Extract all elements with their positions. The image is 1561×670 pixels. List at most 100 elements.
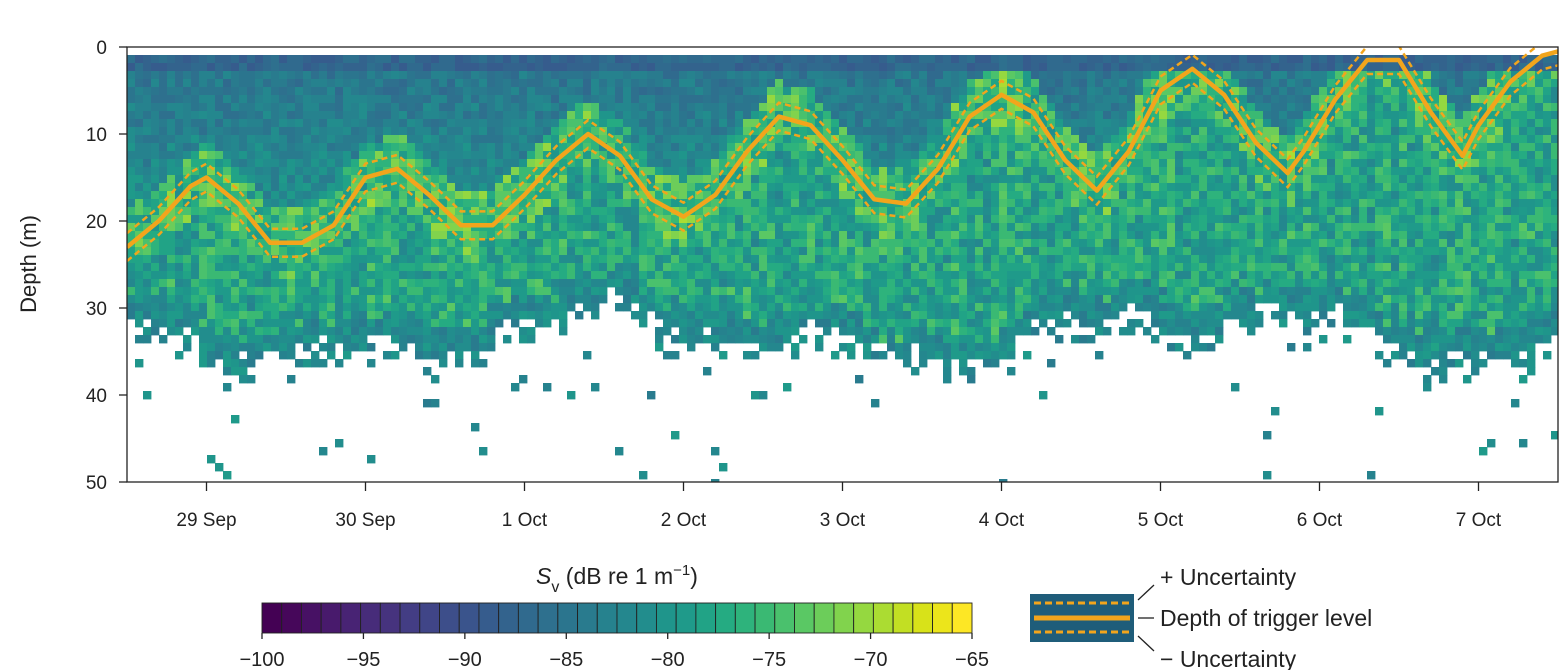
heat-cell [1039, 175, 1048, 184]
heat-cell [847, 111, 856, 120]
heat-cell [471, 143, 480, 152]
heat-cell [399, 127, 408, 136]
heat-cell [727, 215, 736, 224]
heat-cell [727, 271, 736, 280]
heat-cell [295, 159, 304, 168]
heat-cell [295, 303, 304, 312]
heat-cell [815, 287, 824, 296]
heat-cell [479, 151, 488, 160]
heat-cell [223, 287, 232, 296]
heat-cell [551, 87, 560, 96]
heat-cell [775, 135, 784, 144]
heat-cell [815, 183, 824, 192]
heat-cell [1127, 223, 1136, 232]
heat-cell [671, 279, 680, 288]
heat-cell [647, 263, 656, 272]
heat-cell [591, 79, 600, 88]
heat-cell [247, 199, 256, 208]
heat-cell [951, 295, 960, 304]
heat-cell [871, 295, 880, 304]
heat-cell [183, 239, 192, 248]
heat-cell [807, 71, 816, 80]
heat-cell [167, 207, 176, 216]
heat-cell [863, 351, 872, 360]
heat-cell [295, 215, 304, 224]
heat-cell [855, 71, 864, 80]
heat-cell [1119, 239, 1128, 248]
heat-cell [495, 103, 504, 112]
heat-cell [519, 119, 528, 128]
heat-cell [567, 263, 576, 272]
heat-cell [799, 95, 808, 104]
heat-cell [1183, 127, 1192, 136]
heat-cell [799, 79, 808, 88]
heat-cell [1007, 143, 1016, 152]
heat-cell [927, 135, 936, 144]
heat-cell [839, 103, 848, 112]
heat-cell [463, 303, 472, 312]
heat-cell [335, 255, 344, 264]
heat-cell [375, 223, 384, 232]
heat-cell [399, 319, 408, 328]
heat-cell [215, 215, 224, 224]
heat-cell [167, 111, 176, 120]
heat-cell [223, 247, 232, 256]
heat-cell [615, 111, 624, 120]
heat-cell [447, 199, 456, 208]
heat-cell [783, 151, 792, 160]
heat-cell [951, 279, 960, 288]
heat-cell [343, 175, 352, 184]
heat-cell [135, 143, 144, 152]
heat-cell [343, 71, 352, 80]
heat-cell [1063, 151, 1072, 160]
heat-cell [439, 79, 448, 88]
heat-cell [431, 183, 440, 192]
heat-cell [847, 127, 856, 136]
heat-cell [1095, 127, 1104, 136]
heat-cell [1047, 303, 1056, 312]
heat-cell [895, 255, 904, 264]
heat-cell [1167, 127, 1176, 136]
heat-cell [767, 239, 776, 248]
heat-cell [711, 207, 720, 216]
heat-cell [1007, 343, 1016, 352]
heat-cell [391, 239, 400, 248]
heat-cell [775, 143, 784, 152]
heat-cell [207, 343, 216, 352]
heat-cell [727, 175, 736, 184]
heat-cell [1199, 199, 1208, 208]
heat-cell [959, 79, 968, 88]
heat-cell [967, 151, 976, 160]
heat-cell [823, 79, 832, 88]
heat-cell [567, 295, 576, 304]
heat-cell [503, 143, 512, 152]
echogram-heatmap [127, 55, 1558, 482]
heat-cell [1023, 311, 1032, 320]
heat-cell [519, 151, 528, 160]
heat-cell [527, 327, 536, 336]
heat-cell [591, 143, 600, 152]
heat-cell [991, 143, 1000, 152]
heat-cell [319, 311, 328, 320]
heat-cell [175, 87, 184, 96]
heat-cell [319, 327, 328, 336]
heat-cell [631, 167, 640, 176]
heat-cell [1039, 151, 1048, 160]
heat-cell [703, 63, 712, 72]
heat-cell [311, 223, 320, 232]
heat-cell [1015, 223, 1024, 232]
heat-cell [831, 127, 840, 136]
heat-cell [551, 135, 560, 144]
heat-cell [751, 175, 760, 184]
heat-cell [1015, 95, 1024, 104]
heat-cell [1071, 63, 1080, 72]
heat-cell [351, 247, 360, 256]
heat-cell [319, 175, 328, 184]
heat-cell [927, 55, 936, 64]
heat-cell [431, 103, 440, 112]
heat-cell [727, 295, 736, 304]
heat-cell [495, 247, 504, 256]
heat-cell [927, 271, 936, 280]
heat-cell [767, 319, 776, 328]
heat-cell [239, 327, 248, 336]
